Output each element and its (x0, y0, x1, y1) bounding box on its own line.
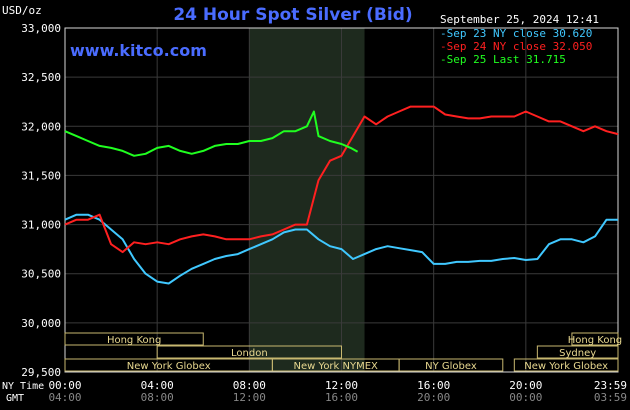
gmt-tick-label: 16:00 (325, 391, 358, 404)
session-bar (64, 332, 204, 346)
gmt-label: GMT (6, 393, 24, 404)
legend-entry: -Sep 23 NY close 30.620 (440, 27, 592, 40)
session-bar (571, 332, 619, 346)
y-tick-label: 31,500 (21, 169, 61, 182)
plot-frame (64, 27, 619, 373)
y-tick-label: 32,500 (21, 71, 61, 84)
series-line-2 (64, 105, 619, 254)
ny-tick-label: 23:59 (594, 379, 627, 392)
ny-tick-label: 12:00 (325, 379, 358, 392)
ny-tick-label: 08:00 (233, 379, 266, 392)
legend-entry: -Sep 25 Last 31.715 (440, 53, 566, 66)
datetime: September 25, 2024 12:41 (440, 13, 599, 26)
session-label: NY Globex (425, 361, 477, 372)
session-bar (156, 345, 342, 359)
gmt-tick-label: 20:00 (417, 391, 450, 404)
y-tick-label: 30,000 (21, 317, 61, 330)
session-bar (536, 345, 619, 359)
ny-time-label: NY Time (2, 381, 44, 392)
ny-tick-label: 16:00 (417, 379, 450, 392)
unit-label: USD/oz (2, 4, 42, 17)
ny-tick-label: 04:00 (141, 379, 174, 392)
series-line-3 (64, 110, 359, 157)
session-label: New York Globex (127, 361, 211, 372)
gmt-tick-label: 00:00 (509, 391, 542, 404)
y-tick-label: 33,000 (21, 22, 61, 35)
y-tick-label: 31,000 (21, 219, 61, 232)
session-label: Sydney (559, 348, 596, 359)
gmt-tick-label: 03:59 (594, 391, 627, 404)
market-sessions: Hong Kong London New York Globex New York N… (64, 332, 622, 372)
gmt-tick-label: 12:00 (233, 391, 266, 404)
gmt-tick-label: 04:00 (48, 391, 81, 404)
nymex-session-shading (249, 28, 365, 372)
session-label: New York NYMEX (294, 361, 379, 372)
session-bar (513, 358, 619, 372)
ny-tick-label: 20:00 (509, 379, 542, 392)
price-series (64, 105, 619, 285)
legend: -Sep 23 NY close 30.620-Sep 24 NY close … (440, 27, 592, 66)
session-label: Hong Kong (568, 335, 622, 346)
series-line-1 (64, 213, 618, 285)
session-label: London (231, 348, 268, 359)
session-label: New York Globex (524, 361, 608, 372)
session-bar (398, 358, 504, 372)
gmt-tick-label: 08:00 (141, 391, 174, 404)
y-tick-label: 30,500 (21, 268, 61, 281)
chart-title: 24 Hour Spot Silver (Bid) (173, 5, 412, 25)
x-axis-ticks: 00:0004:0004:0008:0008:0012:0012:0016:00… (48, 379, 627, 404)
y-axis-ticks: 29,500 30,000 30,500 31,000 31,500 32,000 32,5… (21, 22, 61, 379)
session-label: Hong Kong (107, 335, 161, 346)
legend-entry: -Sep 24 NY close 32.050 (440, 40, 592, 53)
ny-tick-label: 00:00 (48, 379, 81, 392)
watermark: www.kitco.com (70, 41, 207, 60)
y-tick-label: 29,500 (21, 366, 61, 379)
y-tick-label: 32,000 (21, 120, 61, 133)
